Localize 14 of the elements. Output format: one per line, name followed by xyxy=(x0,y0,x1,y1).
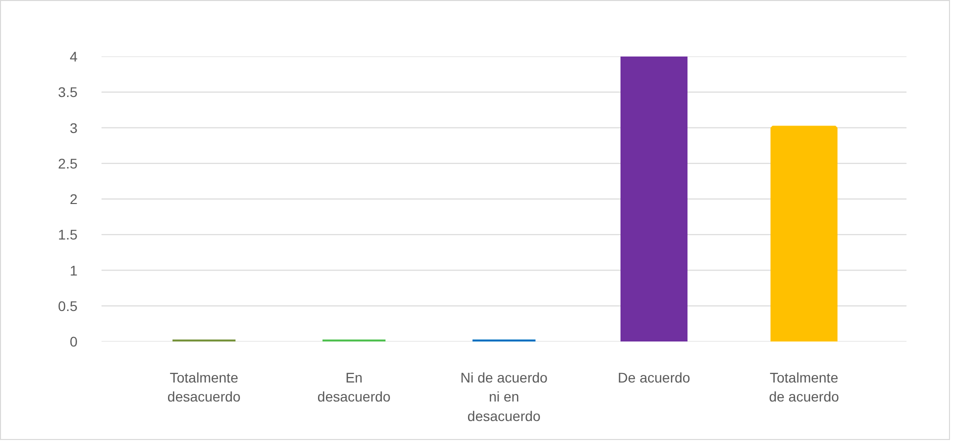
y-tick-label: 4 xyxy=(70,48,78,64)
y-tick-label: 1 xyxy=(70,262,78,278)
x-tick-label: Totalmente desacuerdo xyxy=(167,370,241,405)
y-tick-label: 1.5 xyxy=(58,226,78,243)
x-tick-label: Totalmente de acuerdo xyxy=(768,370,840,405)
y-tick-label: 3 xyxy=(70,120,78,136)
y-tick-label: 3.5 xyxy=(58,84,78,100)
y-tick-label: 2.5 xyxy=(58,155,78,172)
y-tick-label: 2 xyxy=(70,191,78,207)
x-tick-label: De acuerdo xyxy=(618,370,690,386)
y-tick-label: 0 xyxy=(70,334,78,350)
x-tick-label: Ni de acuerdo ni en desacuerdo xyxy=(460,370,548,424)
x-tick-label: En desacuerdo xyxy=(317,370,391,405)
y-tick-label: 0.5 xyxy=(58,298,78,314)
